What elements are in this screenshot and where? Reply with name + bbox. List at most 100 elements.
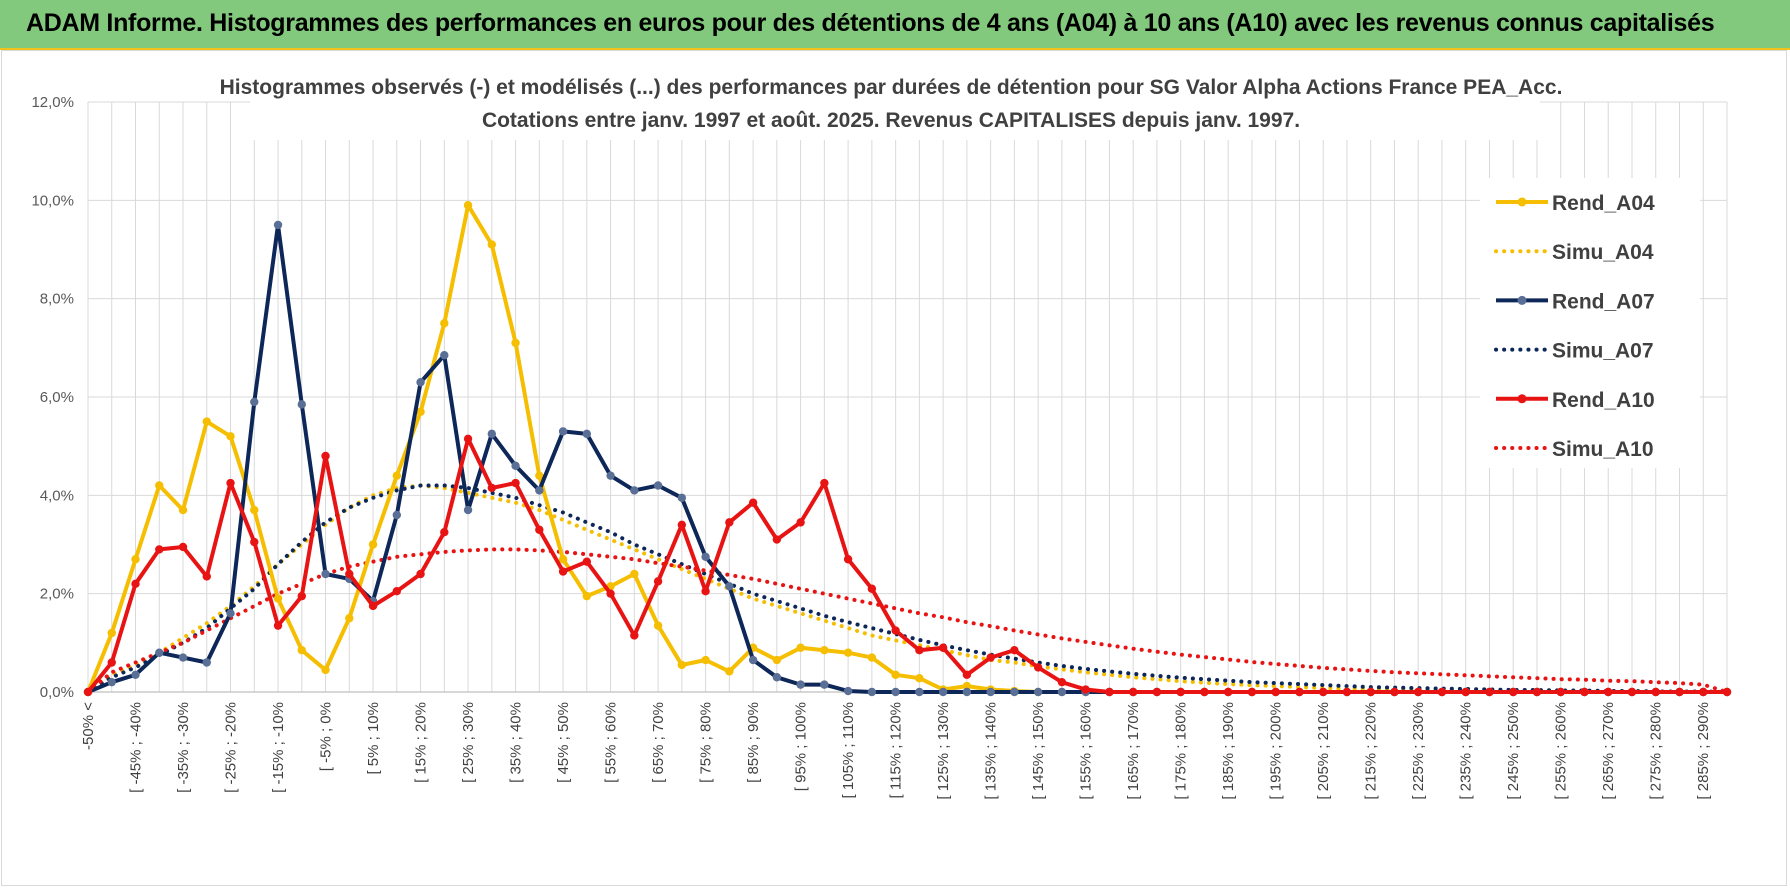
series-group — [83, 201, 1732, 697]
data-point — [297, 591, 306, 601]
x-tick-label: [ 155% ; 160% — [1078, 702, 1095, 800]
data-point — [867, 653, 877, 662]
data-point — [748, 498, 758, 507]
data-point — [772, 655, 782, 665]
x-tick-label: [ 255% ; 260% — [1553, 702, 1570, 800]
legend-item: Rend_A04 — [1496, 192, 1655, 215]
x-tick-label: -50% < — [80, 702, 97, 750]
data-point — [1295, 687, 1304, 697]
x-tick-label: [ 195% ; 200% — [1268, 702, 1285, 800]
legend-item: Rend_A07 — [1496, 290, 1655, 313]
data-point — [273, 220, 283, 230]
data-point — [1081, 685, 1090, 694]
series-Simu_A10 — [86, 547, 1729, 694]
x-tick-label: [ -45% ; -40% — [128, 702, 145, 793]
x-tick-label: [ 285% ; 290% — [1695, 702, 1712, 800]
data-point — [1556, 687, 1565, 697]
legend-label: Simu_A04 — [1552, 241, 1654, 264]
data-point — [1414, 687, 1423, 697]
data-point — [155, 481, 164, 490]
data-point — [440, 351, 449, 360]
data-point — [1057, 687, 1067, 697]
legend-item: Simu_A07 — [1494, 340, 1654, 363]
data-point — [463, 505, 473, 515]
data-point — [1722, 687, 1732, 697]
data-point — [131, 670, 140, 679]
x-tick-label: [ -15% ; -10% — [270, 702, 287, 793]
legend-label: Rend_A07 — [1552, 290, 1655, 313]
data-point — [345, 569, 354, 579]
legend-item: Simu_A10 — [1494, 438, 1654, 461]
data-point — [701, 655, 710, 665]
data-point — [440, 319, 449, 328]
x-tick-label: [ 55% ; 60% — [603, 702, 620, 783]
data-point — [178, 542, 188, 552]
data-point — [1033, 687, 1043, 697]
data-point — [582, 557, 592, 566]
data-point — [962, 681, 972, 691]
data-point — [796, 680, 805, 689]
data-point — [297, 400, 306, 409]
data-point — [1604, 687, 1613, 697]
data-point — [1057, 677, 1067, 687]
data-point — [321, 569, 330, 579]
data-point — [250, 397, 259, 407]
data-point — [392, 587, 401, 596]
data-point — [1010, 646, 1019, 655]
series-line — [86, 483, 1729, 694]
data-point — [487, 429, 497, 439]
data-point — [155, 648, 164, 657]
data-point — [1342, 687, 1352, 697]
x-tick-label: [ 265% ; 270% — [1600, 702, 1617, 800]
x-tick-label: [ 105% ; 110% — [840, 702, 857, 798]
legend-item: Simu_A04 — [1494, 241, 1654, 264]
banner-title: ADAM Informe. Histogrammes des performan… — [26, 9, 1715, 37]
chart-subtitle: Cotations entre janv. 1997 et août. 2025… — [482, 109, 1300, 132]
data-point — [653, 621, 663, 630]
data-point — [915, 687, 924, 697]
x-tick-label: [ 45% ; 50% — [555, 702, 572, 783]
legend-label: Rend_A04 — [1552, 192, 1655, 215]
y-tick-label: 2,0% — [40, 586, 74, 603]
data-point — [820, 646, 829, 655]
series-line — [86, 436, 1727, 694]
data-point — [1223, 687, 1233, 697]
legend-background — [1480, 178, 1700, 468]
series-Simu_A07 — [86, 483, 1729, 694]
x-tick-label: [ 35% ; 40% — [508, 702, 525, 783]
data-point — [772, 535, 782, 544]
data-point — [1390, 687, 1399, 697]
data-point — [83, 687, 93, 697]
data-point — [962, 670, 972, 679]
series-Simu_A04 — [86, 483, 1729, 694]
data-point — [1532, 687, 1542, 697]
data-point — [368, 540, 378, 549]
data-point — [915, 646, 924, 655]
x-tick-label: [ 85% ; 90% — [745, 702, 762, 783]
legend-label: Rend_A10 — [1552, 389, 1655, 412]
x-tick-label: [ 205% ; 210% — [1315, 702, 1332, 800]
data-point — [226, 432, 235, 441]
x-tick-label: [ 125% ; 130% — [935, 702, 952, 800]
data-point — [1318, 687, 1328, 697]
data-point — [725, 582, 734, 591]
x-tick-label: [ 235% ; 240% — [1458, 702, 1475, 800]
data-point — [1651, 687, 1660, 697]
data-point — [986, 687, 995, 697]
y-tick-label: 12,0% — [31, 94, 74, 111]
x-tick-label: [ 185% ; 190% — [1220, 702, 1237, 800]
data-point — [938, 687, 948, 697]
x-tick-label: [ 25% ; 30% — [460, 702, 477, 783]
chart-frame — [1, 50, 1787, 886]
data-point — [202, 417, 211, 426]
data-point — [178, 653, 188, 662]
chart-title: Histogrammes observés (-) et modélisés (… — [220, 76, 1563, 99]
x-tick-label: [ 15% ; 20% — [413, 702, 430, 783]
legend: Rend_A04 Simu_A04 Rend_A07 Simu_A07 Rend_A10… — [1480, 178, 1700, 468]
data-point — [463, 434, 473, 443]
data-point — [1461, 687, 1470, 697]
data-point — [725, 518, 734, 527]
data-point — [1010, 687, 1019, 697]
title-banner: ADAM Informe. Histogrammes des performan… — [0, 0, 1790, 50]
data-point — [843, 648, 853, 657]
